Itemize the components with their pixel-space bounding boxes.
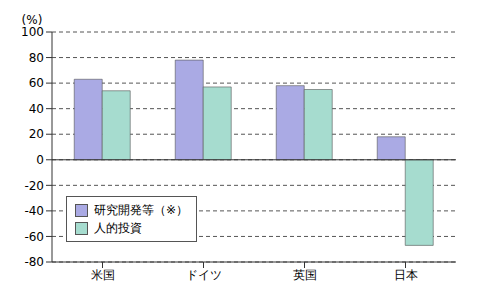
svg-text:-80: -80 [24,255,44,269]
svg-text:60: 60 [29,76,44,90]
svg-text:-20: -20 [24,179,44,193]
svg-text:40: 40 [29,102,44,116]
svg-text:米国: 米国 [91,268,115,282]
svg-text:-60: -60 [24,230,44,244]
svg-text:0: 0 [36,153,44,167]
svg-text:80: 80 [29,51,44,65]
svg-text:(%): (%) [22,13,43,27]
svg-text:日本: 日本 [394,268,418,282]
html-text:研究開発等（※）: 研究開発等（※） [94,203,189,217]
svg-text:-40: -40 [24,204,44,218]
html-text:人的投資: 人的投資 [94,221,142,235]
svg-text:英国: 英国 [293,268,317,282]
svg-text:ドイツ: ドイツ [186,268,222,282]
svg-text:100: 100 [21,25,44,39]
svg-text:20: 20 [29,127,44,141]
